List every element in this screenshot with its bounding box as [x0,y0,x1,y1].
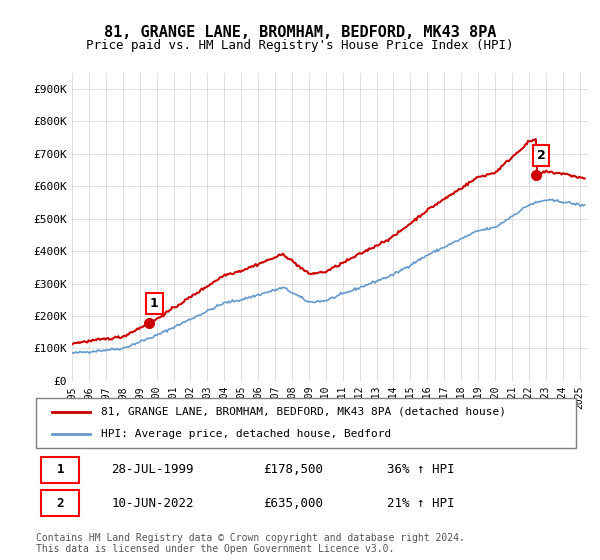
Text: 28-JUL-1999: 28-JUL-1999 [112,463,194,476]
Text: 1: 1 [150,297,159,310]
Text: 21% ↑ HPI: 21% ↑ HPI [387,497,455,510]
Text: 81, GRANGE LANE, BROMHAM, BEDFORD, MK43 8PA (detached house): 81, GRANGE LANE, BROMHAM, BEDFORD, MK43 … [101,407,506,417]
Text: 81, GRANGE LANE, BROMHAM, BEDFORD, MK43 8PA: 81, GRANGE LANE, BROMHAM, BEDFORD, MK43 … [104,25,496,40]
Text: Price paid vs. HM Land Registry's House Price Index (HPI): Price paid vs. HM Land Registry's House … [86,39,514,52]
Text: 10-JUN-2022: 10-JUN-2022 [112,497,194,510]
FancyBboxPatch shape [36,398,576,448]
Text: £635,000: £635,000 [263,497,323,510]
FancyBboxPatch shape [41,490,79,516]
Text: HPI: Average price, detached house, Bedford: HPI: Average price, detached house, Bedf… [101,429,391,439]
Text: 1: 1 [56,463,64,476]
Text: Contains HM Land Registry data © Crown copyright and database right 2024.
This d: Contains HM Land Registry data © Crown c… [36,533,465,554]
Text: 2: 2 [56,497,64,510]
FancyBboxPatch shape [41,456,79,483]
Text: £178,500: £178,500 [263,463,323,476]
Text: 36% ↑ HPI: 36% ↑ HPI [387,463,455,476]
Text: 2: 2 [537,149,545,162]
